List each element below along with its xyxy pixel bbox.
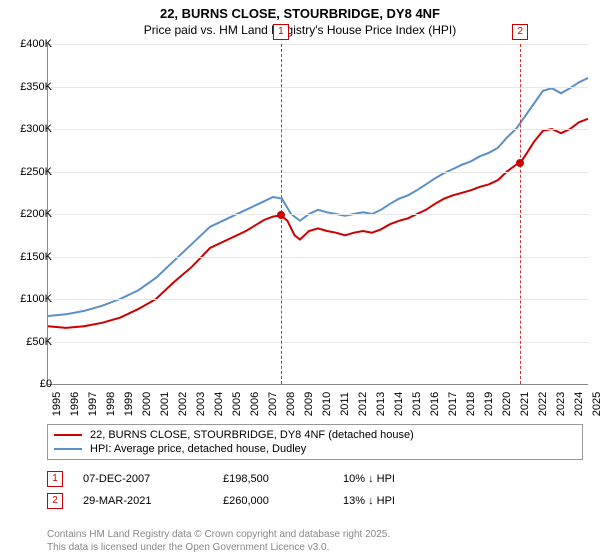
x-axis-label: 2014 — [393, 392, 405, 416]
gridline — [48, 87, 588, 88]
y-axis-label: £400K — [7, 38, 52, 50]
x-axis-label: 2012 — [357, 392, 369, 416]
y-axis-label: £100K — [7, 293, 52, 305]
x-axis-label: 2025 — [591, 392, 600, 416]
x-axis-label: 2011 — [339, 392, 351, 416]
x-axis-label: 2021 — [519, 392, 531, 416]
marker-dot — [277, 211, 285, 219]
y-axis-label: £50K — [7, 336, 52, 348]
x-axis-label: 2010 — [321, 392, 333, 416]
x-axis-label: 2013 — [375, 392, 387, 416]
x-axis-label: 2015 — [411, 392, 423, 416]
series-line — [48, 78, 588, 316]
transaction-price: £198,500 — [223, 473, 343, 485]
transaction-row: 2 29-MAR-2021£260,00013% ↓ HPI — [47, 490, 587, 512]
y-axis-label: £350K — [7, 81, 52, 93]
x-axis-label: 2003 — [195, 392, 207, 416]
legend-swatch — [54, 448, 82, 450]
x-axis-label: 2000 — [141, 392, 153, 416]
gridline — [48, 342, 588, 343]
y-axis-label: £150K — [7, 251, 52, 263]
x-axis-label: 2002 — [177, 392, 189, 416]
x-axis-label: 2008 — [285, 392, 297, 416]
transaction-pct: 13% ↓ HPI — [343, 495, 463, 507]
marker-dot — [516, 159, 524, 167]
y-axis-label: £250K — [7, 166, 52, 178]
y-axis-label: £0 — [7, 378, 52, 390]
chart-subtitle: Price paid vs. HM Land Registry's House … — [0, 23, 600, 41]
transaction-price: £260,000 — [223, 495, 343, 507]
series-line — [48, 119, 588, 328]
gridline — [48, 44, 588, 45]
x-axis-label: 2018 — [465, 392, 477, 416]
plot-area: 12 — [47, 44, 588, 385]
legend-item: HPI: Average price, detached house, Dudl… — [54, 442, 576, 456]
chart-title: 22, BURNS CLOSE, STOURBRIDGE, DY8 4NF — [0, 0, 600, 23]
x-axis-label: 2017 — [447, 392, 459, 416]
y-axis-label: £300K — [7, 123, 52, 135]
x-axis-label: 2020 — [501, 392, 513, 416]
transaction-date: 07-DEC-2007 — [83, 473, 223, 485]
transaction-marker: 1 — [47, 471, 63, 487]
transaction-date: 29-MAR-2021 — [83, 495, 223, 507]
legend: 22, BURNS CLOSE, STOURBRIDGE, DY8 4NF (d… — [47, 424, 583, 460]
x-axis-label: 1997 — [87, 392, 99, 416]
footer: Contains HM Land Registry data © Crown c… — [47, 528, 390, 554]
x-axis-label: 2004 — [213, 392, 225, 416]
x-axis-label: 2016 — [429, 392, 441, 416]
x-axis-label: 2024 — [573, 392, 585, 416]
legend-swatch — [54, 434, 82, 436]
gridline — [48, 129, 588, 130]
x-axis-label: 1995 — [51, 392, 63, 416]
footer-line-2: This data is licensed under the Open Gov… — [47, 541, 390, 554]
chart-container: 22, BURNS CLOSE, STOURBRIDGE, DY8 4NF Pr… — [0, 0, 600, 560]
gridline — [48, 214, 588, 215]
x-axis-label: 1996 — [69, 392, 81, 416]
x-axis-label: 1998 — [105, 392, 117, 416]
x-axis-label: 2007 — [267, 392, 279, 416]
marker-label: 1 — [273, 24, 289, 40]
x-axis-label: 2023 — [555, 392, 567, 416]
footer-line-1: Contains HM Land Registry data © Crown c… — [47, 528, 390, 541]
transaction-pct: 10% ↓ HPI — [343, 473, 463, 485]
gridline — [48, 257, 588, 258]
gridline — [48, 172, 588, 173]
x-axis-label: 2022 — [537, 392, 549, 416]
x-axis-label: 2006 — [249, 392, 261, 416]
x-axis-label: 2005 — [231, 392, 243, 416]
marker-line — [520, 44, 521, 384]
transaction-row: 1 07-DEC-2007£198,50010% ↓ HPI — [47, 468, 587, 490]
x-axis-label: 2009 — [303, 392, 315, 416]
x-axis-label: 2001 — [159, 392, 171, 416]
legend-label: 22, BURNS CLOSE, STOURBRIDGE, DY8 4NF (d… — [90, 429, 414, 441]
transaction-marker: 2 — [47, 493, 63, 509]
legend-label: HPI: Average price, detached house, Dudl… — [90, 443, 306, 455]
gridline — [48, 299, 588, 300]
transaction-table: 1 07-DEC-2007£198,50010% ↓ HPI 2 29-MAR-202… — [47, 468, 587, 512]
x-axis-label: 1999 — [123, 392, 135, 416]
legend-item: 22, BURNS CLOSE, STOURBRIDGE, DY8 4NF (d… — [54, 428, 576, 442]
marker-label: 2 — [512, 24, 528, 40]
x-axis-label: 2019 — [483, 392, 495, 416]
y-axis-label: £200K — [7, 208, 52, 220]
